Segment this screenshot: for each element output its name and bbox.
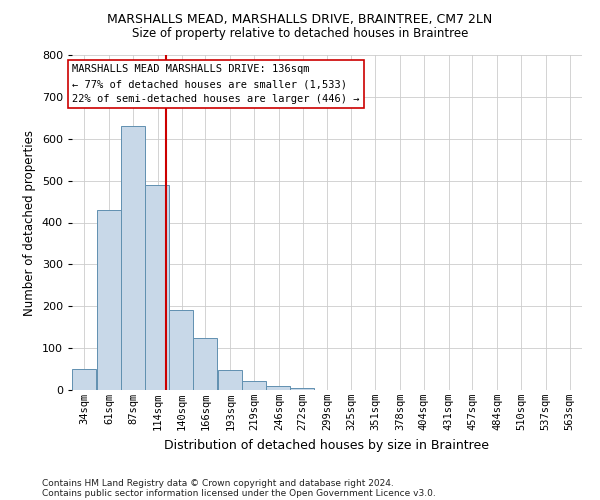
Bar: [290, 388, 314, 390]
Bar: [218, 370, 242, 390]
Text: MARSHALLS MEAD, MARSHALLS DRIVE, BRAINTREE, CM7 2LN: MARSHALLS MEAD, MARSHALLS DRIVE, BRAINTR…: [107, 12, 493, 26]
Y-axis label: Number of detached properties: Number of detached properties: [23, 130, 36, 316]
Text: Size of property relative to detached houses in Braintree: Size of property relative to detached ho…: [132, 28, 468, 40]
Bar: [266, 386, 290, 390]
Bar: [72, 369, 96, 390]
Bar: [169, 310, 193, 390]
Bar: [145, 185, 169, 390]
X-axis label: Distribution of detached houses by size in Braintree: Distribution of detached houses by size …: [164, 438, 490, 452]
Text: MARSHALLS MEAD MARSHALLS DRIVE: 136sqm
← 77% of detached houses are smaller (1,5: MARSHALLS MEAD MARSHALLS DRIVE: 136sqm ←…: [73, 64, 360, 104]
Bar: [97, 210, 121, 390]
Text: Contains public sector information licensed under the Open Government Licence v3: Contains public sector information licen…: [42, 488, 436, 498]
Bar: [242, 381, 266, 390]
Text: Contains HM Land Registry data © Crown copyright and database right 2024.: Contains HM Land Registry data © Crown c…: [42, 478, 394, 488]
Bar: [121, 126, 145, 390]
Bar: [193, 338, 217, 390]
